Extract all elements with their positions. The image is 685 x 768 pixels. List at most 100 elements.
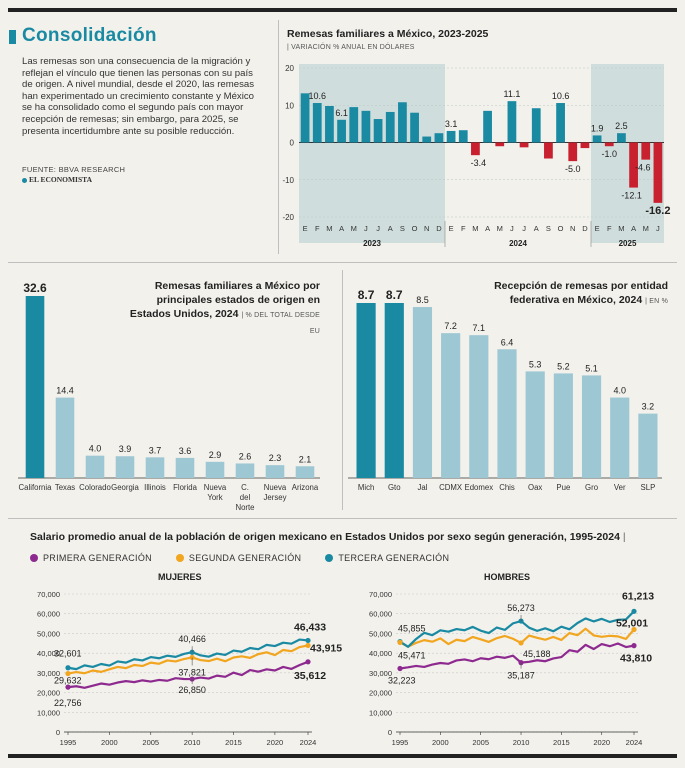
bar bbox=[525, 371, 545, 478]
data-label: 8.7 bbox=[386, 288, 403, 302]
x-tick-label: 2010 bbox=[184, 738, 201, 747]
annotation-label: 26,850 bbox=[178, 685, 206, 695]
bar bbox=[373, 119, 383, 143]
bar bbox=[422, 136, 432, 143]
data-label: 7.2 bbox=[444, 321, 457, 331]
data-label: 7.1 bbox=[473, 323, 486, 333]
x-tick-label: 1995 bbox=[392, 738, 409, 747]
annotation-label: 29,632 bbox=[54, 676, 82, 686]
bar bbox=[145, 457, 165, 478]
x-tick-label: 2020 bbox=[267, 738, 284, 747]
data-label: 32.6 bbox=[23, 281, 47, 295]
month-tick-label: E bbox=[449, 224, 454, 233]
chart-salario-title: Salario promedio anual de la población d… bbox=[30, 530, 626, 544]
category-label: York bbox=[207, 493, 222, 502]
x-tick-label: 2005 bbox=[142, 738, 159, 747]
bar bbox=[235, 463, 255, 478]
shade-2025 bbox=[591, 64, 664, 243]
bottom-rule bbox=[8, 754, 677, 758]
data-label: 6.1 bbox=[335, 108, 348, 118]
y-tick-label: 60,000 bbox=[369, 610, 392, 619]
annotation-dot bbox=[305, 659, 311, 665]
source-note: FUENTE: BBVA RESEARCH bbox=[22, 165, 126, 174]
data-label: 10.6 bbox=[308, 91, 326, 101]
data-label: 2.3 bbox=[269, 453, 282, 463]
annotation-label: 45,471 bbox=[398, 650, 426, 660]
chart-remesas-subtitle: | VARIACIÓN % ANUAL EN DÓLARES bbox=[287, 44, 415, 51]
bar bbox=[385, 111, 395, 143]
annotation-dot bbox=[305, 637, 311, 644]
chart-estados-subtitle: | % DEL TOTAL DESDE EU bbox=[241, 312, 320, 335]
bar bbox=[580, 142, 590, 149]
month-tick-label: J bbox=[376, 224, 380, 233]
bar bbox=[337, 119, 346, 143]
month-tick-label: O bbox=[558, 224, 564, 233]
month-tick-label: M bbox=[351, 224, 357, 233]
data-label: -3.4 bbox=[471, 158, 487, 168]
annotation-dot bbox=[65, 684, 71, 690]
month-tick-label: F bbox=[461, 224, 466, 233]
bar bbox=[325, 105, 334, 143]
bar bbox=[295, 466, 315, 478]
chart-salario-legend: PRIMERA GENERACIÓN SEGUNDA GENERACIÓN TE… bbox=[30, 553, 449, 563]
chart-entidad-federativa: 8.7 Mich 8.7 Gto 8.5 Jal 7.2 CDMX 7.1 Edomex 6.4 Ch… bbox=[348, 288, 662, 492]
bar bbox=[25, 296, 45, 478]
y-tick-label: 0 bbox=[290, 139, 295, 148]
annotation-label: 56,273 bbox=[507, 603, 535, 613]
chart-estados-origen: 32.6 California 14.4 Texas 4.0 Colorado 3.9 Geo… bbox=[18, 281, 320, 512]
x-tick-label: 2000 bbox=[101, 738, 118, 747]
data-label: 14.4 bbox=[56, 386, 74, 396]
year-label: 2023 bbox=[363, 239, 381, 248]
intro-text: Las remesas son una consecuencia de la m… bbox=[22, 56, 254, 137]
chart-estados-subtitle-text: % DEL TOTAL DESDE EU bbox=[245, 312, 320, 335]
y-tick-label: 10 bbox=[285, 101, 294, 110]
page-title: Consolidación bbox=[22, 25, 157, 46]
data-label: 4.0 bbox=[89, 444, 102, 454]
month-tick-label: J bbox=[522, 224, 526, 233]
annotation-dot bbox=[631, 626, 637, 633]
data-label: 6.4 bbox=[501, 337, 514, 347]
x-tick-label: 2020 bbox=[593, 738, 610, 747]
category-label: Gto bbox=[388, 483, 401, 492]
legend-swatch-segunda bbox=[175, 554, 184, 562]
chart-remesas-title: Remesas familiares a México, 2023-2025 bbox=[287, 28, 489, 40]
annotation-dot bbox=[397, 665, 403, 672]
line-primera bbox=[399, 642, 635, 670]
legend-swatch-primera bbox=[30, 554, 38, 562]
chart-salario-mujeres: 70,000 60,000 50,000 40,000 30,000 20,000 10,0… bbox=[37, 590, 342, 747]
legend-label-segunda: SEGUNDA GENERACIÓN bbox=[188, 553, 302, 563]
y-tick-label: 50,000 bbox=[37, 629, 60, 638]
data-label: -12.1 bbox=[621, 191, 642, 201]
data-label: 11.1 bbox=[503, 89, 520, 99]
logo-dot-icon bbox=[22, 177, 27, 183]
category-label: Norte bbox=[235, 503, 254, 512]
x-tick-label: 2000 bbox=[432, 738, 449, 747]
line-primera bbox=[67, 660, 309, 689]
month-tick-label: M bbox=[326, 224, 332, 233]
month-tick-label: A bbox=[485, 224, 490, 233]
bar bbox=[638, 413, 658, 478]
y-tick-label: 0 bbox=[388, 728, 392, 737]
chart-entidad-subtitle: | EN % bbox=[645, 298, 668, 305]
bar bbox=[604, 142, 614, 147]
category-label: Arizona bbox=[292, 483, 319, 492]
category-label: Illinois bbox=[144, 483, 166, 492]
bar bbox=[610, 397, 630, 478]
month-tick-label: N bbox=[570, 224, 575, 233]
annotation-label: 46,433 bbox=[294, 621, 326, 633]
bar bbox=[507, 101, 517, 143]
title-accent-bar bbox=[9, 30, 16, 44]
month-tick-label: M bbox=[472, 224, 478, 233]
bar bbox=[553, 373, 573, 478]
month-tick-label: N bbox=[424, 224, 429, 233]
bar bbox=[653, 142, 663, 203]
divider-horizontal-2 bbox=[8, 518, 677, 519]
shade-2023 bbox=[299, 64, 445, 243]
bar bbox=[434, 133, 444, 143]
x-tick-label: 2010 bbox=[513, 738, 530, 747]
x-tick-label: 2024 bbox=[300, 738, 317, 747]
annotation-label: 32,223 bbox=[388, 675, 416, 685]
annotation-label: 40,466 bbox=[178, 634, 206, 644]
annotation-label: 22,756 bbox=[54, 698, 82, 708]
annotation-dot bbox=[305, 642, 311, 649]
